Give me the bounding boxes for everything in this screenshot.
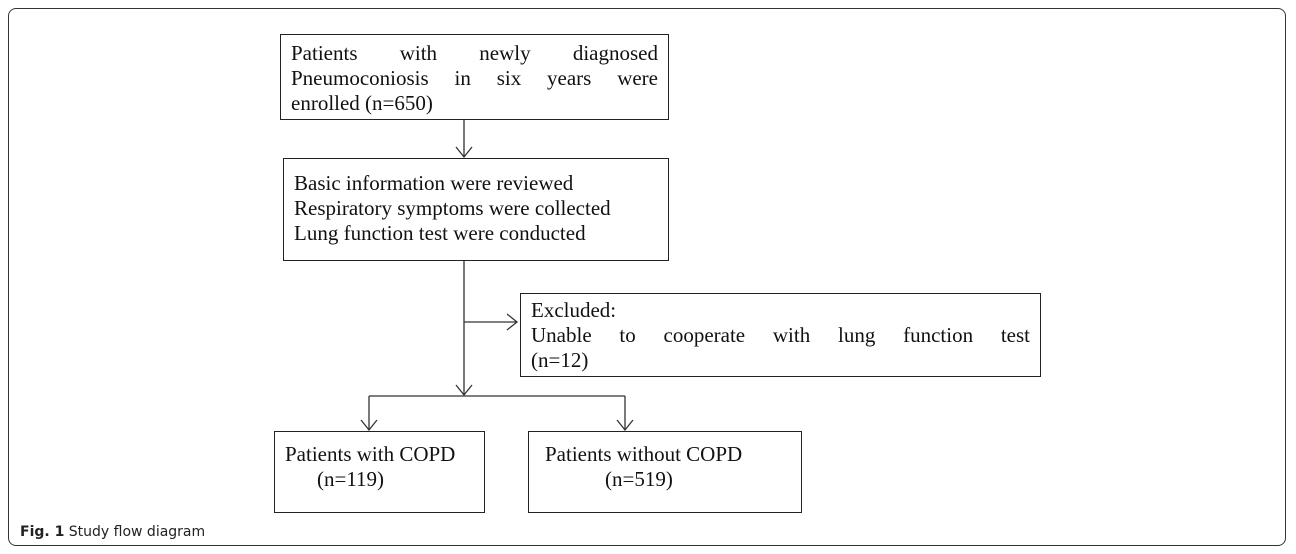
node-text: Respiratory symptoms were collected — [294, 196, 611, 220]
node: Basic information were reviewed Respirat… — [283, 158, 669, 261]
node-text: Excluded: — [531, 298, 617, 322]
node-text: Patients without COPD — [545, 442, 743, 466]
node-text: Patients with COPD — [285, 442, 456, 466]
arrow-head — [506, 313, 519, 331]
arrow-head — [455, 146, 473, 159]
node: Patients with COPD (n=119) — [274, 431, 485, 513]
node-text: enrolled (n=650) — [291, 91, 433, 115]
node: Excluded: Unable to cooperate with lung … — [520, 293, 1041, 377]
caption-label: Fig. 1 — [20, 524, 65, 540]
caption: Fig. 1 Study flow diagram — [20, 524, 205, 540]
node-text: (n=119) — [317, 467, 385, 491]
node-text: Pneumoconiosis in six years were — [291, 66, 658, 90]
node-text: Basic information were reviewed — [294, 171, 574, 195]
node-text: Unable to cooperate with lung function t… — [531, 323, 1030, 347]
node-text: (n=519) — [605, 467, 673, 491]
arrow-head — [616, 419, 634, 432]
figure-frame — [8, 8, 1286, 546]
arrow-head — [360, 419, 378, 432]
arrow-head — [455, 384, 473, 397]
caption-text: Study flow diagram — [68, 524, 206, 540]
node: Patients without COPD (n=519) — [528, 431, 802, 513]
node-text: Patients with newly diagnosed — [291, 41, 658, 65]
node-text: Lung function test were conducted — [294, 221, 586, 245]
node-text: (n=12) — [531, 348, 589, 372]
node: Patients with newly diagnosed Pneumoconi… — [280, 34, 669, 120]
